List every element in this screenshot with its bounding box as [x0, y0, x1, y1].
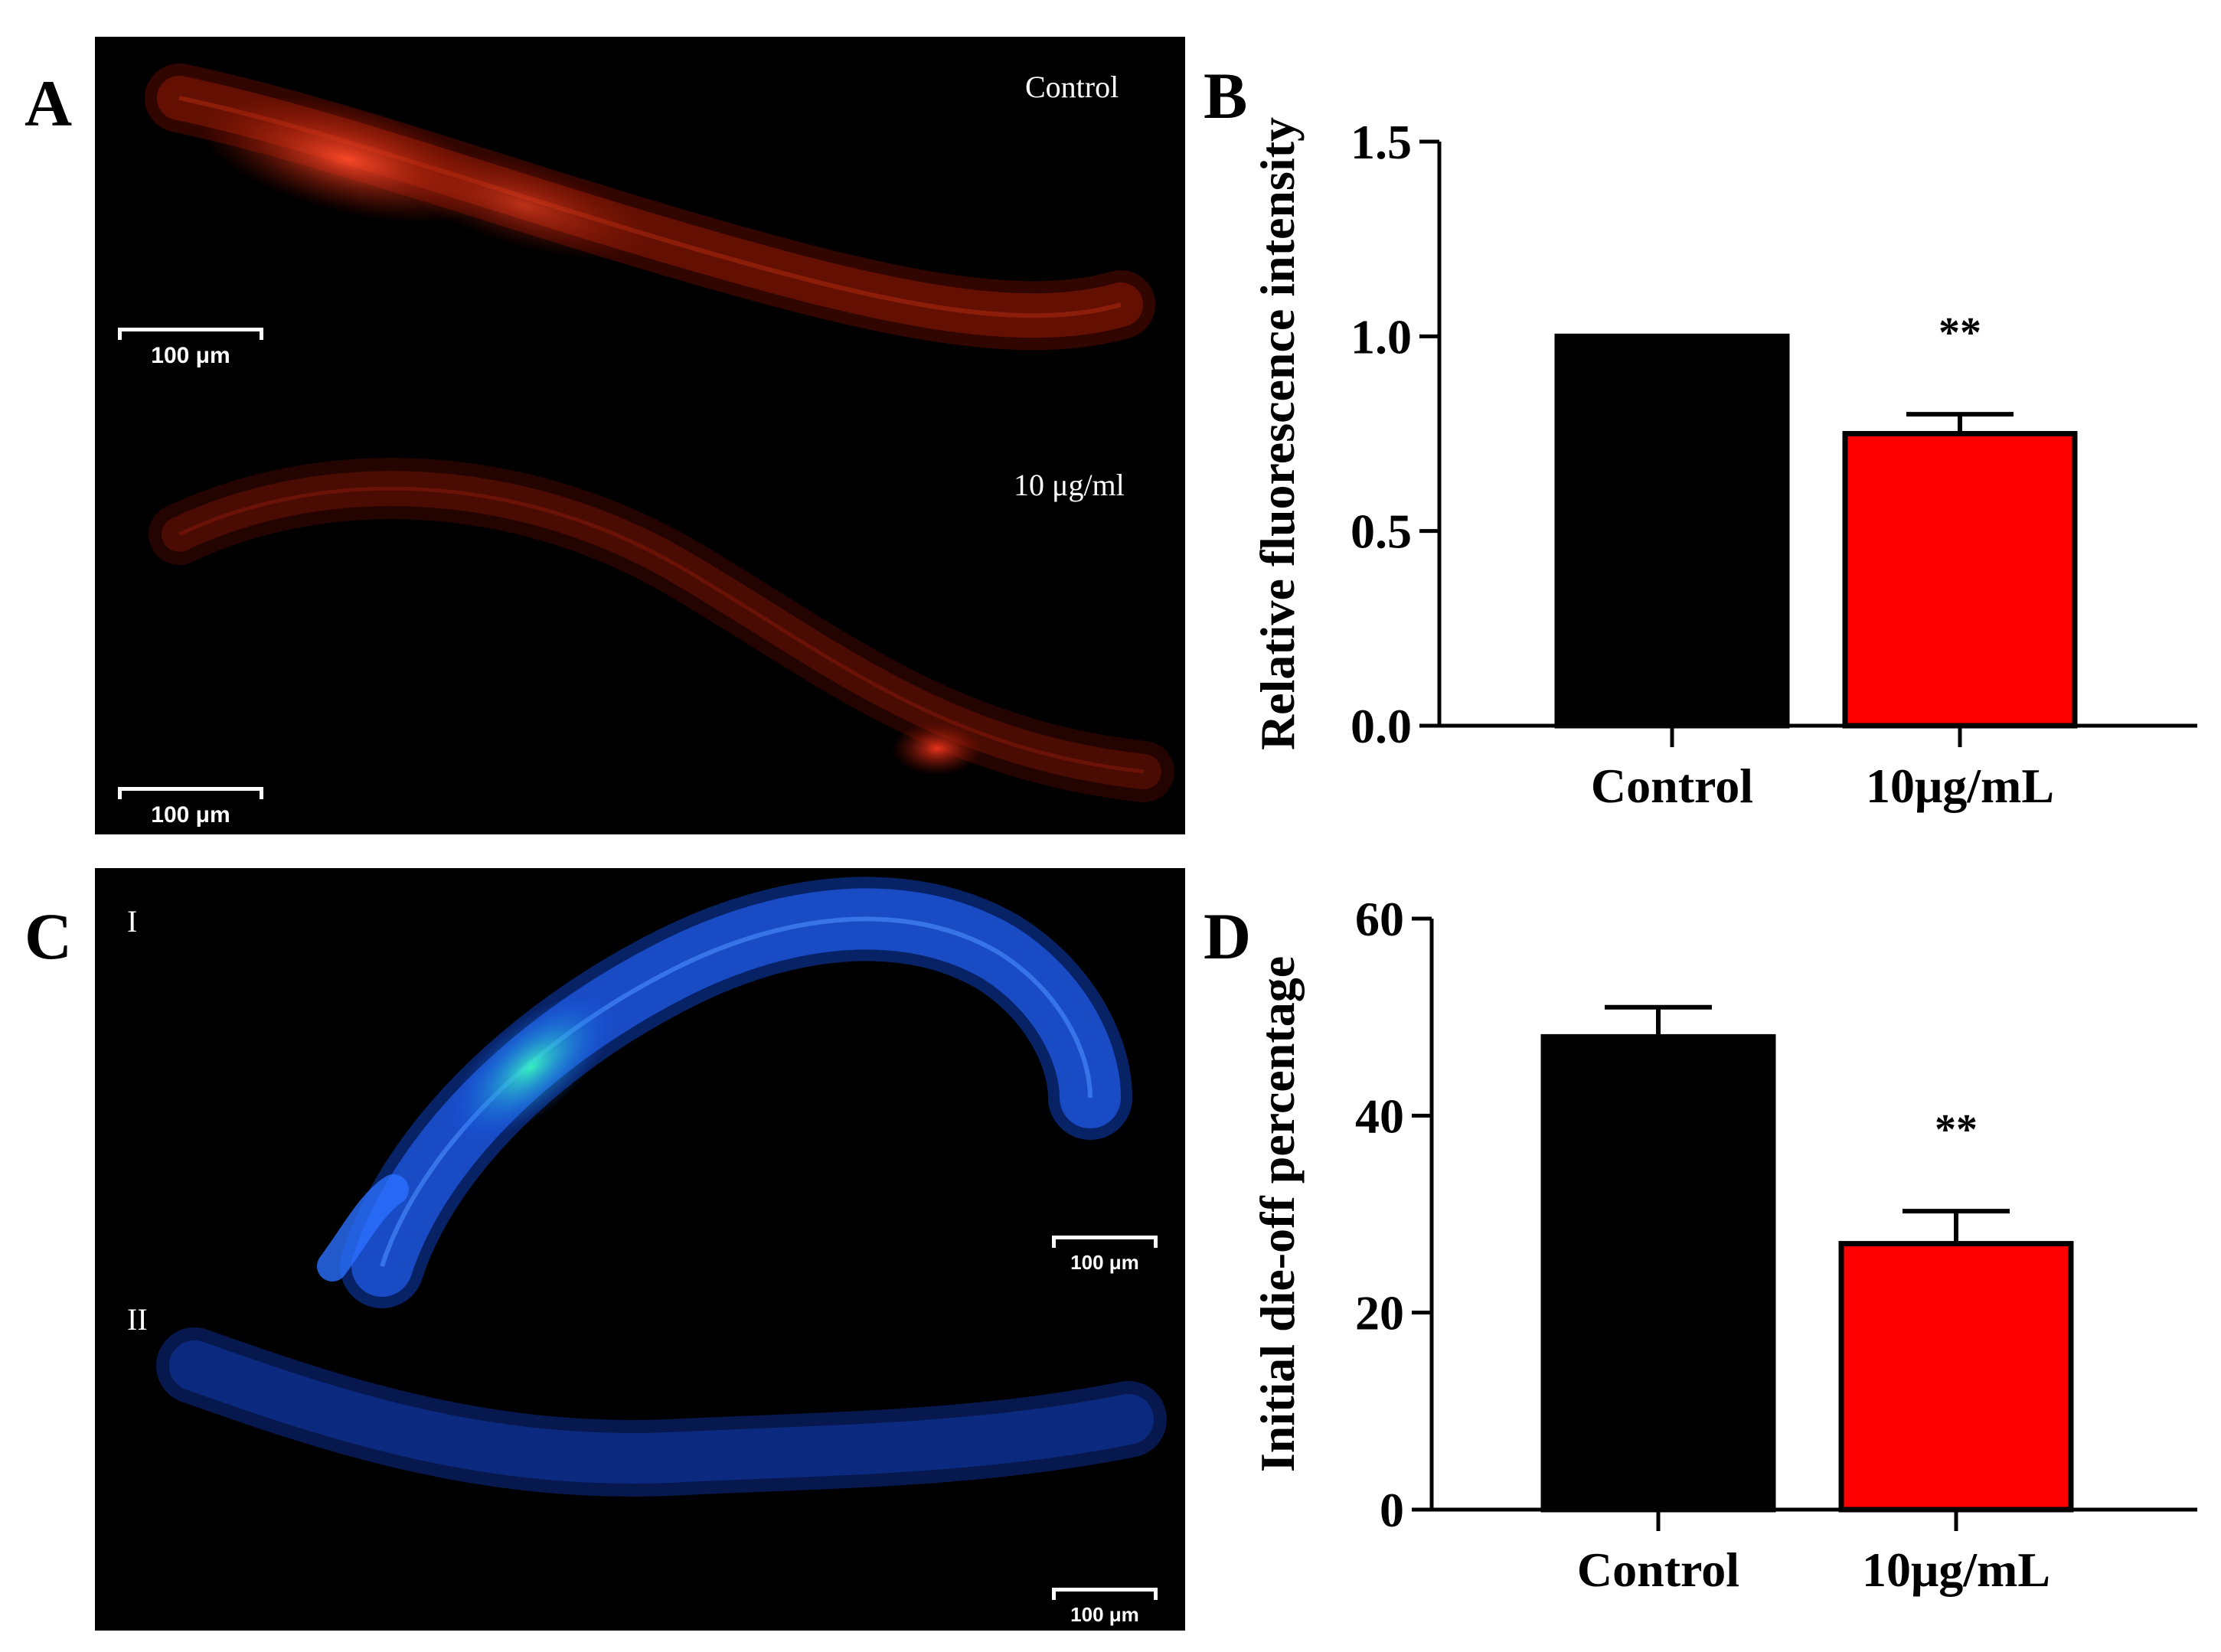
y-tick-label: 0.0: [1351, 699, 1412, 753]
chart-b-svg: 0.0 0.5 1.0 1.5 Relative fluorescence intens…: [1250, 115, 2197, 813]
micrograph-c-image: [156, 877, 1167, 1497]
y-tick-label: 0.5: [1351, 504, 1412, 559]
scale-bar-label: 100 μm: [1070, 1251, 1139, 1274]
chart-d-svg: 0 20 40 60 Initial die-off percentage Control…: [1250, 892, 2197, 1597]
label-ii: II: [127, 1302, 148, 1337]
chart-b: 0.0 0.5 1.0 1.5 Relative fluorescence intens…: [1240, 46, 2205, 842]
y-tick-label: 60: [1355, 892, 1404, 946]
label-i: I: [127, 904, 138, 939]
y-tick-label: 0: [1380, 1483, 1404, 1537]
scale-bar-a-top: 100 μm: [118, 328, 263, 374]
y-tick-label: 1.5: [1351, 115, 1412, 169]
scale-bar-label: 100 μm: [151, 802, 230, 828]
bar-control: [1554, 333, 1790, 729]
micrograph-a-image: [145, 64, 1174, 802]
x-tick-label: Control: [1591, 759, 1753, 813]
y-axis-label: Initial die-off percentage: [1250, 956, 1305, 1472]
micrograph-a: Control 10 μg/ml 100 μm 100 μm: [95, 37, 1185, 834]
micrograph-c: I II 100 μm 100 μm: [95, 868, 1185, 1631]
panel-letter-d: D: [1204, 899, 1252, 973]
x-tick-label: 10μg/mL: [1866, 759, 2054, 813]
y-axis-label: Relative fluorescence intensity: [1250, 117, 1305, 750]
label-10ugml: 10 μg/ml: [1014, 468, 1125, 502]
y-tick-label: 1.0: [1351, 309, 1412, 364]
x-tick-label: Control: [1577, 1543, 1739, 1597]
panel-letter-a: A: [24, 67, 73, 140]
panel-letter-c: C: [24, 899, 73, 973]
significance-label: **: [1938, 309, 1981, 357]
y-tick-label: 40: [1355, 1089, 1404, 1143]
significance-label: **: [1935, 1106, 1978, 1154]
scale-bar-c-top: 100 μm: [1052, 1236, 1158, 1281]
panel-letter-b: B: [1204, 59, 1248, 132]
x-tick-label: 10μg/mL: [1862, 1543, 2050, 1597]
scale-bar-label: 100 μm: [1070, 1603, 1139, 1626]
scale-bar-a-bottom: 100 μm: [118, 787, 263, 833]
y-tick-label: 20: [1355, 1286, 1404, 1340]
bar-treated: [1838, 1241, 2074, 1513]
scale-bar-c-bottom: 100 μm: [1052, 1588, 1158, 1631]
chart-d: 0 20 40 60 Initial die-off percentage Control…: [1240, 873, 2205, 1638]
bar-control: [1540, 1033, 1776, 1513]
label-control: Control: [1025, 70, 1119, 104]
bar-treated: [1842, 431, 2078, 729]
scale-bar-label: 100 μm: [151, 343, 230, 368]
